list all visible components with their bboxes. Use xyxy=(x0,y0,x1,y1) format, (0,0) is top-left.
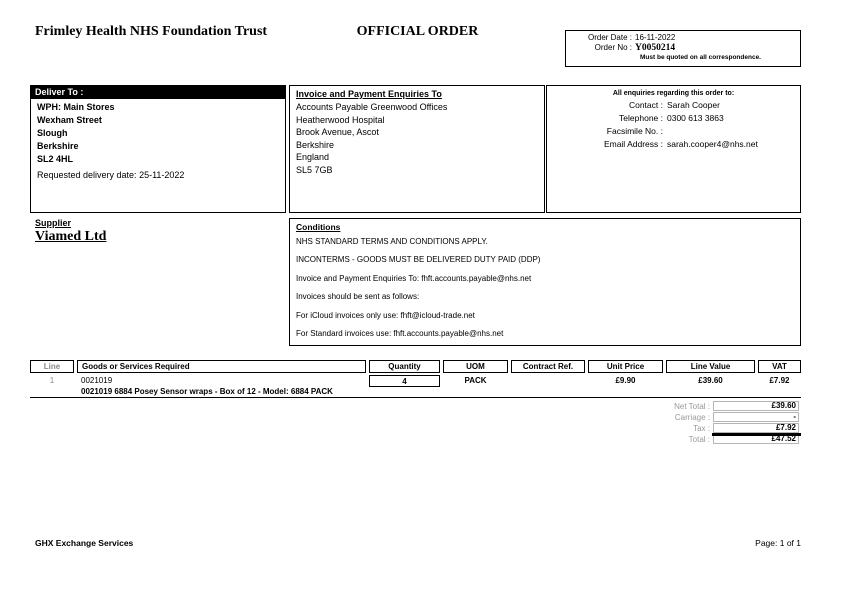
carriage-row: Carriage : - xyxy=(560,412,801,422)
item-line-value: £39.60 xyxy=(698,376,723,385)
invoice-address-line: SL5 7GB xyxy=(296,164,333,175)
order-date-label: Order Date : xyxy=(587,33,632,42)
conditions-line: NHS STANDARD TERMS AND CONDITIONS APPLY. xyxy=(296,237,488,246)
col-header-contract: Contract Ref. xyxy=(511,360,585,373)
requested-delivery-date: Requested delivery date: 25-11-2022 xyxy=(37,170,185,180)
net-total-row: Net Total : £39.60 xyxy=(560,401,801,411)
conditions-line: For Standard invoices use: fhft.accounts… xyxy=(296,329,504,339)
invoice-enquiries-box: Invoice and Payment Enquiries To Account… xyxy=(289,85,545,213)
col-header-uom: UOM xyxy=(443,360,508,373)
contact-value: Sarah Cooper xyxy=(667,100,720,110)
invoice-enquiries-header: Invoice and Payment Enquiries To xyxy=(296,89,442,99)
telephone-row: Telephone : 0300 613 3863 xyxy=(551,112,796,125)
deliver-to-address: WPH: Main Stores Wexham Street Slough Be… xyxy=(31,99,285,184)
item-quantity: 4 xyxy=(369,375,440,387)
carriage-value: - xyxy=(713,412,799,422)
item-code: 0021019 xyxy=(81,376,113,385)
enquiries-contact-box: All enquiries regarding this order to: C… xyxy=(546,85,801,213)
order-date-row: Order Date : 16-11-2022 xyxy=(570,33,796,43)
tax-value: £7.92 xyxy=(713,423,799,433)
order-info-box: Order Date : 16-11-2022 Order No : Y0050… xyxy=(565,30,801,67)
footer-service-name: GHX Exchange Services xyxy=(35,538,134,548)
contact-row: Contact : Sarah Cooper xyxy=(551,99,796,112)
invoice-address-line: Accounts Payable Greenwood Offices xyxy=(296,102,448,112)
conditions-line: Invoice and Payment Enquiries To: fhft.a… xyxy=(296,273,532,283)
order-date-value: 16-11-2022 xyxy=(635,33,676,42)
supplier-name: Viamed Ltd xyxy=(35,229,107,244)
footer-page-number: Page: 1 of 1 xyxy=(755,538,801,548)
col-header-line: Line xyxy=(30,360,74,373)
col-header-vat: VAT xyxy=(758,360,801,373)
facsimile-row: Facsimile No. : xyxy=(551,125,796,138)
supplier-label: Supplier xyxy=(35,218,72,228)
deliver-address-line: Wexham Street xyxy=(37,115,102,125)
enquiries-title: All enquiries regarding this order to: xyxy=(612,90,735,97)
email-row: Email Address : sarah.cooper4@nhs.net xyxy=(551,138,796,151)
order-no-label: Order No : xyxy=(594,43,632,52)
col-header-line-value: Line Value xyxy=(666,360,755,373)
contact-label: Contact : xyxy=(628,100,663,110)
deliver-address-line: Slough xyxy=(37,128,68,138)
email-label: Email Address : xyxy=(603,139,663,149)
carriage-label: Carriage : xyxy=(674,412,710,422)
net-total-value: £39.60 xyxy=(713,401,799,411)
tax-row: Tax : £7.92 xyxy=(560,423,801,433)
item-line-number: 1 xyxy=(49,376,55,385)
deliver-to-header: Deliver To : xyxy=(31,86,285,99)
tax-label: Tax : xyxy=(693,423,710,433)
item-description: 0021019 6884 Posey Sensor wraps - Box of… xyxy=(81,387,333,396)
telephone-label: Telephone : xyxy=(619,113,663,123)
col-header-unit-price: Unit Price xyxy=(588,360,663,373)
deliver-address-line: SL2 4HL xyxy=(37,154,74,164)
conditions-title: Conditions xyxy=(296,222,341,232)
order-no-value: Y0050214 xyxy=(635,43,676,53)
conditions-line: INCONTERMS - GOODS MUST BE DELIVERED DUT… xyxy=(296,255,541,265)
order-note: Must be quoted on all correspondence. xyxy=(640,54,761,61)
item-vat: £7.92 xyxy=(769,376,790,385)
conditions-line: Invoices should be sent as follows: xyxy=(296,292,420,302)
invoice-address-line: Heatherwood Hospital xyxy=(296,114,385,125)
trust-name: Frimley Health NHS Foundation Trust xyxy=(35,24,268,39)
deliver-address-line: Berkshire xyxy=(37,141,79,151)
document-title: OFFICIAL ORDER xyxy=(356,24,479,39)
invoice-address-line: Brook Avenue, Ascot xyxy=(296,127,379,137)
invoice-address-line: Berkshire xyxy=(296,139,335,150)
item-unit-price: £9.90 xyxy=(615,376,636,385)
telephone-value: 0300 613 3863 xyxy=(667,113,724,123)
facsimile-value xyxy=(667,125,796,138)
grand-total-label: Total : xyxy=(688,434,710,444)
net-total-label: Net Total : xyxy=(674,401,710,411)
facsimile-label: Facsimile No. : xyxy=(606,126,663,136)
table-bottom-rule xyxy=(30,397,801,398)
conditions-line: For iCloud invoices only use: fhft@iclou… xyxy=(296,310,475,320)
order-no-row: Order No : Y0050214 xyxy=(570,43,796,53)
conditions-box: Conditions NHS STANDARD TERMS AND CONDIT… xyxy=(289,218,801,346)
email-value: sarah.cooper4@nhs.net xyxy=(667,139,758,149)
invoice-address-line: England xyxy=(296,152,330,162)
total-heavy-rule xyxy=(712,433,801,436)
totals-block: Net Total : £39.60 Carriage : - Tax : £7… xyxy=(560,401,801,445)
deliver-to-box: Deliver To : WPH: Main Stores Wexham Str… xyxy=(30,85,286,213)
deliver-address-line: WPH: Main Stores xyxy=(37,102,115,112)
col-header-quantity: Quantity xyxy=(369,360,440,373)
item-uom: PACK xyxy=(464,376,487,385)
col-header-goods: Goods or Services Required xyxy=(77,360,366,373)
